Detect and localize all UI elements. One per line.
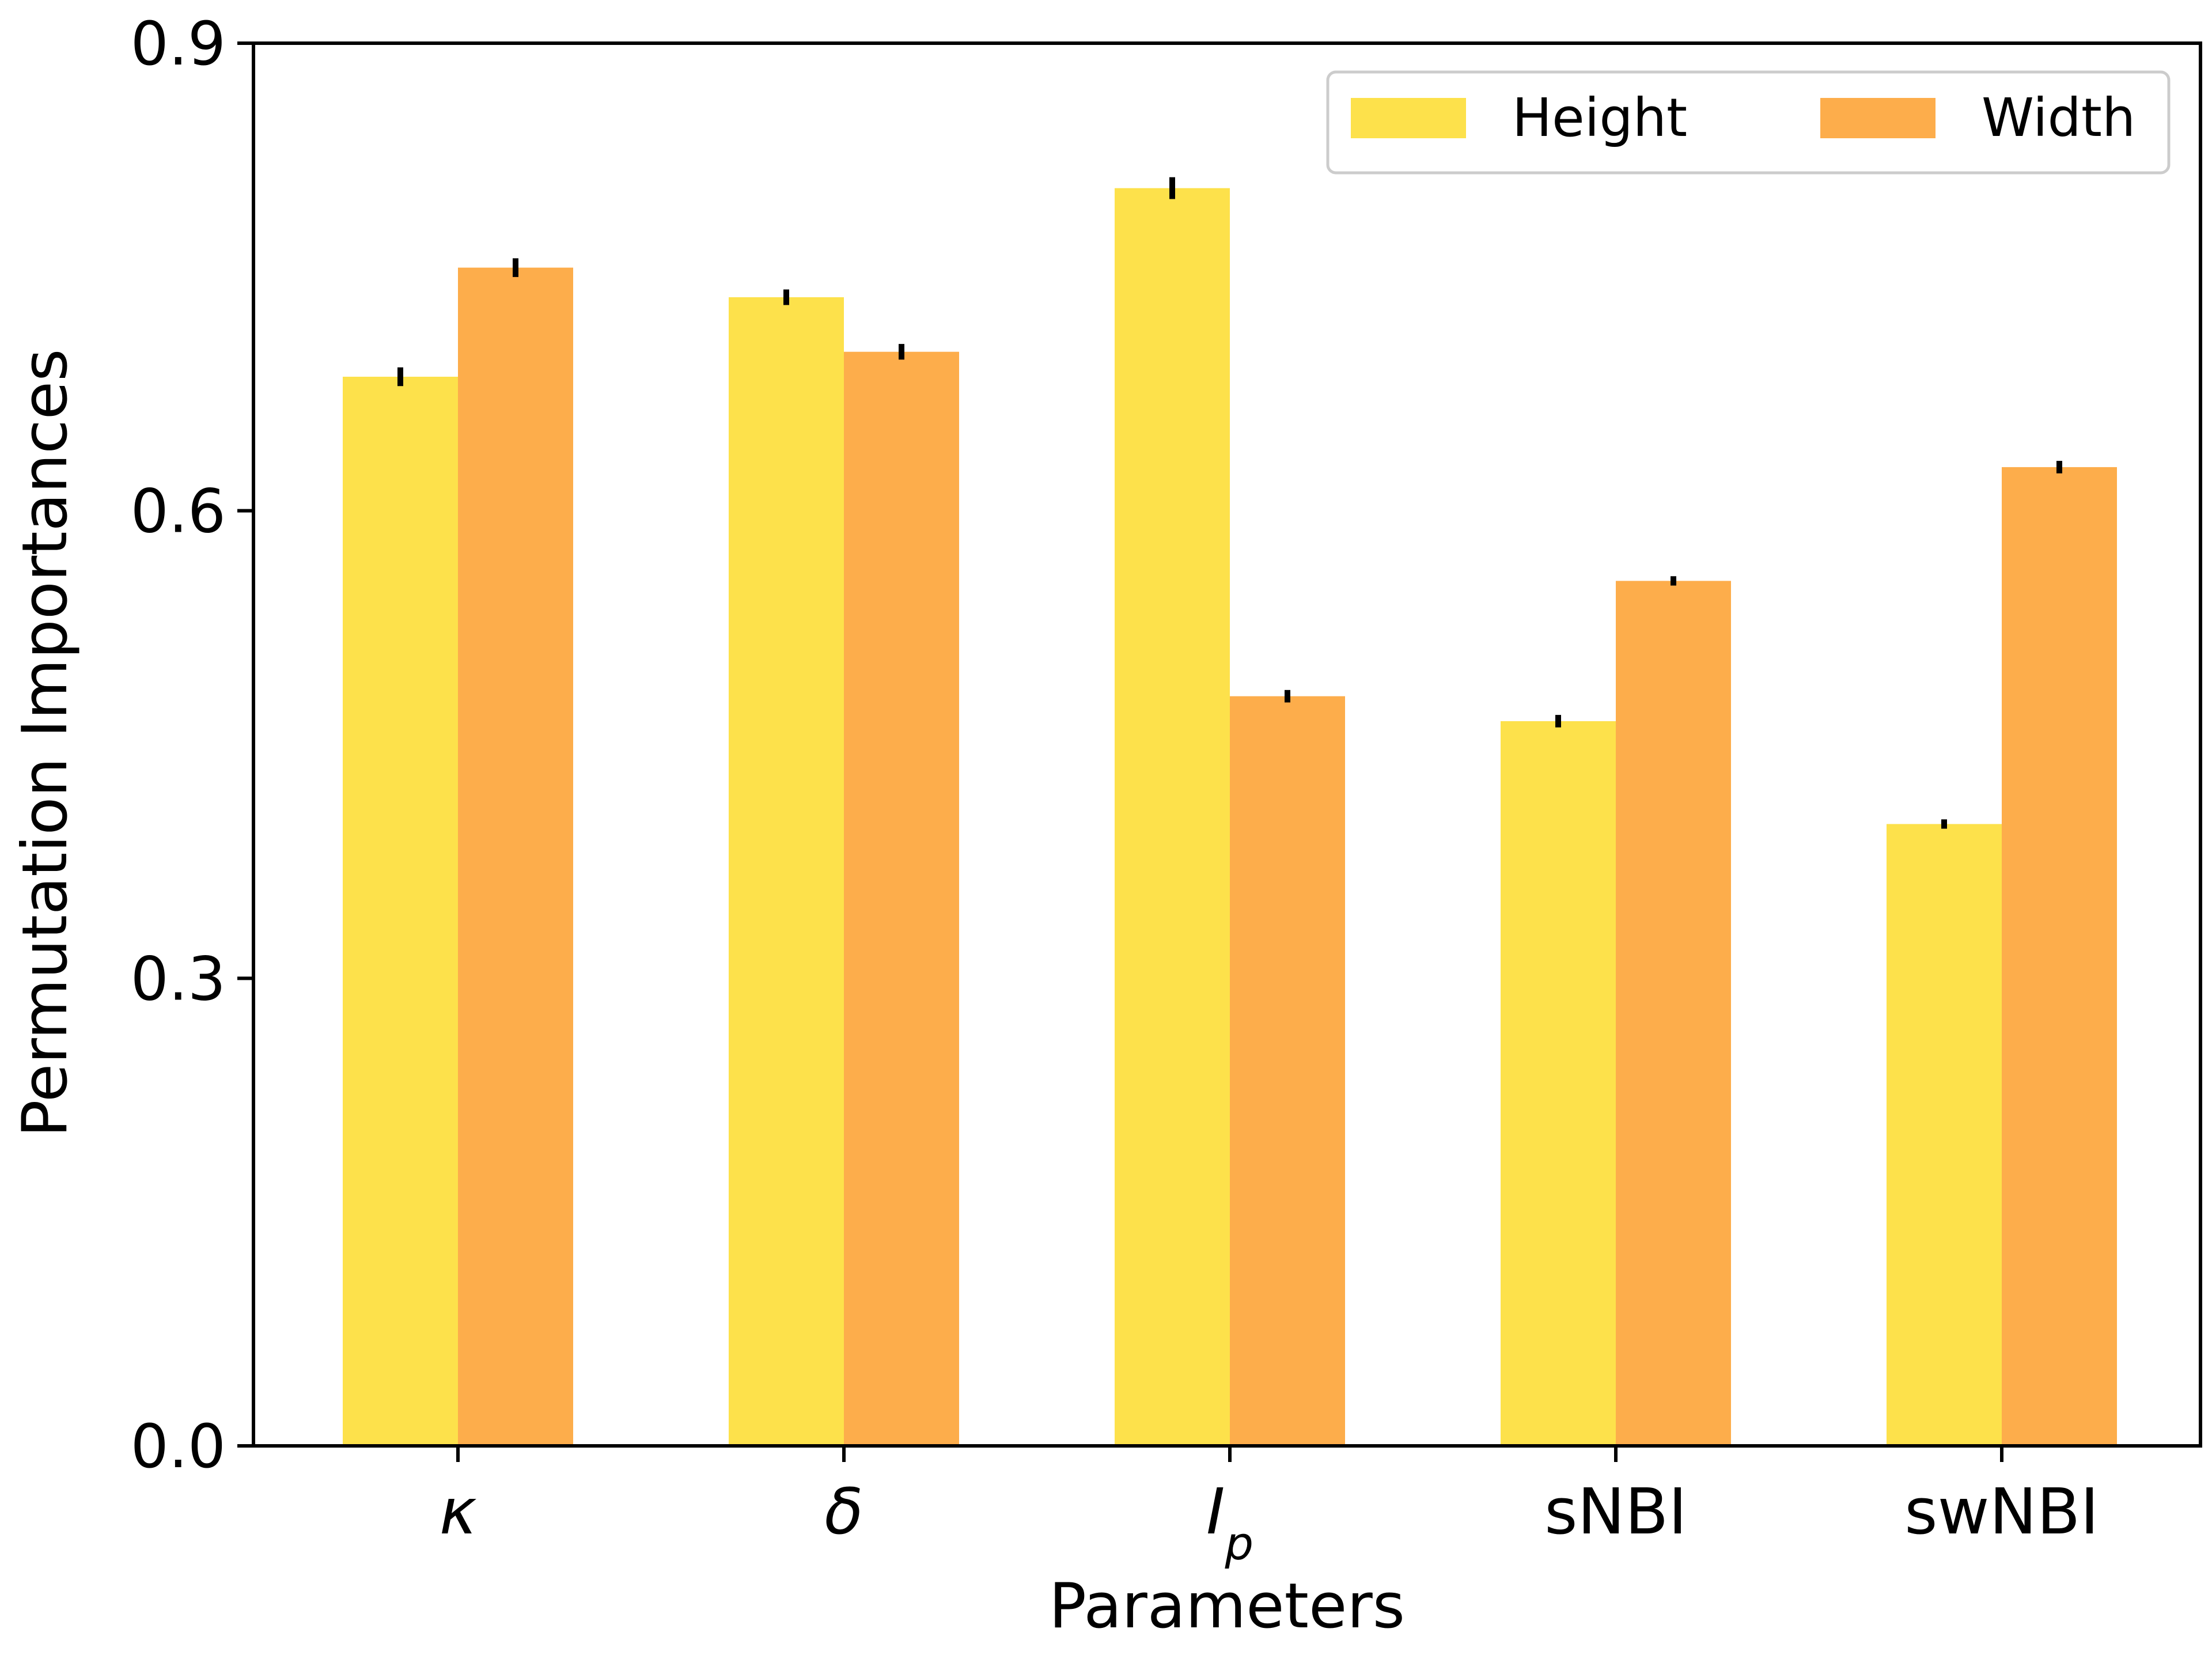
y-axis-ticks: 0.0 0.3 0.6 0.9 [131, 9, 253, 1482]
x-tick-label-1: δ [824, 1475, 863, 1548]
plot-frame [252, 41, 2202, 1448]
x-tick-label-4: swNBI [1904, 1475, 2099, 1548]
y-axis-label: Permutation Importances [9, 349, 81, 1138]
bar-width-3 [1616, 581, 1731, 1446]
x-tick-label-2: Ip [1206, 1475, 1253, 1570]
x-axis-ticks: κ δ Ip sNBI swNBI [440, 1446, 2099, 1570]
bar-width-4 [2002, 467, 2117, 1446]
bar-width-2 [1230, 696, 1345, 1446]
bars-group [343, 188, 2117, 1446]
legend-label-height: Height [1512, 87, 1687, 149]
x-tick-label-3: sNBI [1544, 1475, 1687, 1548]
y-tick-label-1: 0.3 [131, 944, 226, 1014]
bar-width-1 [844, 351, 959, 1446]
legend-swatch-height [1351, 98, 1466, 138]
y-tick-label-0: 0.0 [131, 1411, 226, 1482]
legend: Height Width [1326, 70, 2171, 175]
bar-height-3 [1501, 721, 1616, 1446]
error-bars-group [397, 177, 2062, 829]
bar-height-1 [729, 297, 844, 1446]
legend-swatch-width [1820, 98, 1936, 138]
y-tick-label-3: 0.9 [131, 9, 226, 79]
legend-box [1326, 70, 2171, 175]
x-axis-label: Parameters [1049, 1570, 1405, 1642]
bar-height-0 [343, 376, 458, 1446]
bar-height-2 [1115, 188, 1230, 1446]
legend-label-width: Width [1982, 87, 2135, 149]
x-tick-label-0: κ [440, 1475, 477, 1548]
bar-height-4 [1887, 824, 2002, 1446]
y-tick-label-2: 0.6 [131, 476, 226, 547]
bar-width-0 [458, 267, 573, 1446]
